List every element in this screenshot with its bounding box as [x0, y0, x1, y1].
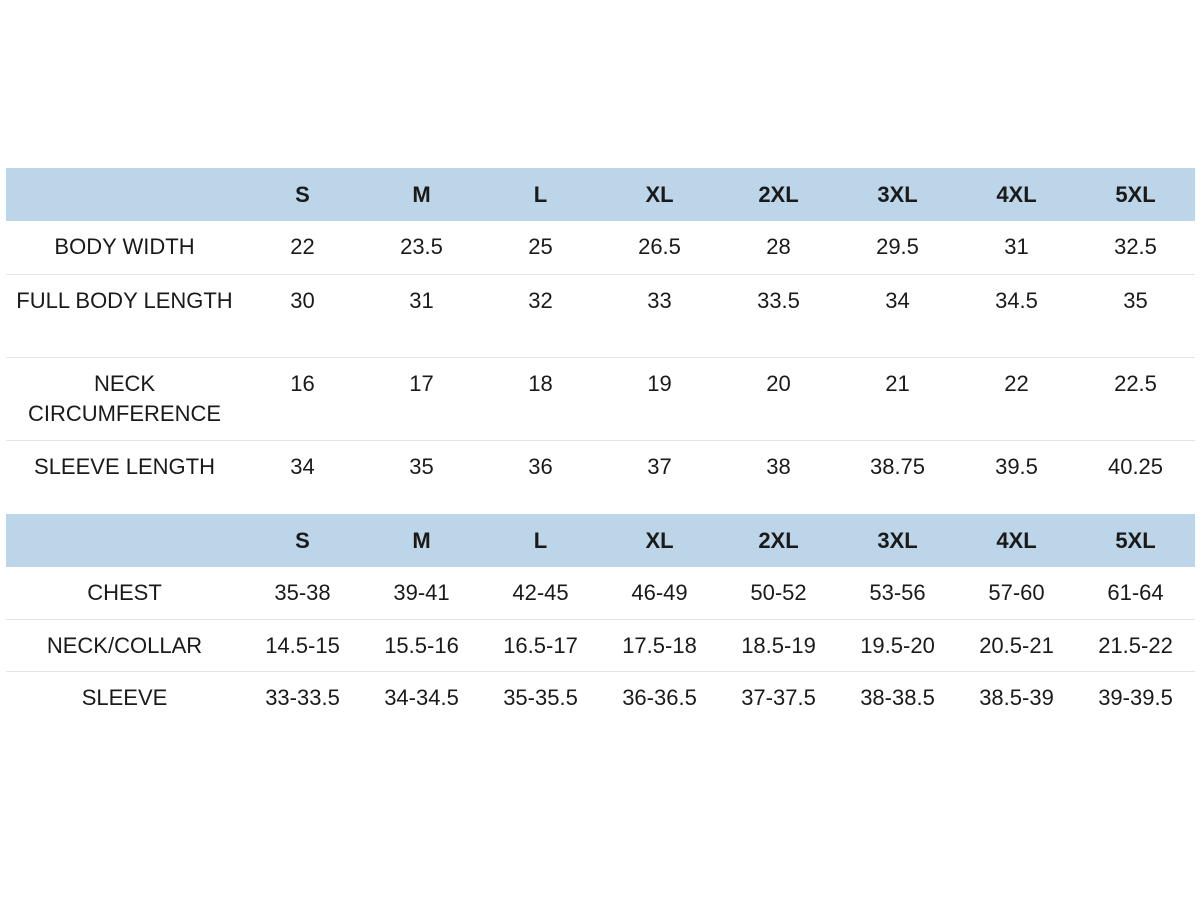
table-cell: 38	[766, 453, 791, 479]
table-cell: 38-38.5	[860, 684, 935, 710]
table-cell: 33.5	[719, 274, 838, 358]
size-header: 3XL	[838, 168, 957, 221]
size-header: XL	[600, 514, 719, 567]
size-header: 4XL	[957, 514, 1076, 567]
table-cell: 16	[243, 357, 362, 441]
table-cell: 37	[647, 453, 672, 479]
table-cell: 34.5	[957, 274, 1076, 358]
size-header: L	[481, 168, 600, 221]
table-cell: 35-38	[243, 567, 362, 620]
table-cell: 36	[528, 453, 553, 479]
table-cell: 32	[481, 274, 600, 358]
size-header: 2XL	[719, 514, 838, 567]
header-corner-cell	[6, 168, 243, 221]
table-cell: 22.5	[1076, 357, 1195, 441]
size-header: 3XL	[838, 514, 957, 567]
table-cell: 35	[409, 453, 434, 479]
table-cell: 38.75	[869, 453, 926, 479]
size-header-row: S M L XL 2XL 3XL 4XL 5XL	[6, 168, 1195, 221]
table-cell: 46-49	[600, 567, 719, 620]
table-cell: 22	[243, 221, 362, 275]
size-header: M	[362, 168, 481, 221]
table-cell: 33-33.5	[265, 684, 340, 710]
table-cell: 22	[957, 357, 1076, 441]
table-cell: 21.5-22	[1076, 619, 1195, 672]
table-cell: 32.5	[1076, 221, 1195, 275]
table-cell: 16.5-17	[481, 619, 600, 672]
table-cell: 31	[362, 274, 481, 358]
row-label: CHEST	[6, 567, 243, 620]
table-cell: 36-36.5	[622, 684, 697, 710]
table-cell: 17.5-18	[600, 619, 719, 672]
table-cell: 57-60	[957, 567, 1076, 620]
table-row: CHEST 35-38 39-41 42-45 46-49 50-52 53-5…	[6, 567, 1195, 620]
table-cell: 34-34.5	[384, 684, 459, 710]
table-row: FULL BODY LENGTH 30 31 32 33 33.5 34 34.…	[6, 274, 1195, 358]
table-row: BODY WIDTH 22 23.5 25 26.5 28 29.5 31 32…	[6, 221, 1195, 275]
size-header-row: S M L XL 2XL 3XL 4XL 5XL	[6, 514, 1195, 567]
size-header: S	[243, 168, 362, 221]
table-cell: 23.5	[362, 221, 481, 275]
table-cell: 53-56	[838, 567, 957, 620]
table-cell: 21	[838, 357, 957, 441]
table-cell: 34	[838, 274, 957, 358]
table-row: NECK/COLLAR 14.5-15 15.5-16 16.5-17 17.5…	[6, 619, 1195, 672]
table-cell: 35	[1076, 274, 1195, 358]
table-cell: 18.5-19	[719, 619, 838, 672]
size-header: S	[243, 514, 362, 567]
table-cell: 29.5	[838, 221, 957, 275]
size-header: 2XL	[719, 168, 838, 221]
table-cell: 17	[362, 357, 481, 441]
header-corner-cell	[6, 514, 243, 567]
size-header: M	[362, 514, 481, 567]
table-cell: 40.25	[1107, 453, 1164, 479]
table-cell: 33	[600, 274, 719, 358]
table-cell: 39.5	[995, 453, 1038, 479]
table-row: SLEEVE 33-33.5 34-34.5 35-35.5 36-36.5 3…	[6, 671, 1195, 723]
table-cell: 31	[957, 221, 1076, 275]
table-row: NECK CIRCUMFERENCE 16 17 18 19 20 21 22 …	[6, 357, 1195, 441]
table-cell: 26.5	[600, 221, 719, 275]
garment-measurements-table: S M L XL 2XL 3XL 4XL 5XL BODY WIDTH 22 2…	[6, 168, 1195, 493]
table-cell: 61-64	[1076, 567, 1195, 620]
size-header: L	[481, 514, 600, 567]
table-cell: 25	[481, 221, 600, 275]
table-cell: 50-52	[719, 567, 838, 620]
table-cell: 20.5-21	[957, 619, 1076, 672]
row-label: FULL BODY LENGTH	[6, 274, 243, 358]
table-cell: 28	[719, 221, 838, 275]
size-header: XL	[600, 168, 719, 221]
table-cell: 18	[481, 357, 600, 441]
body-fit-table: S M L XL 2XL 3XL 4XL 5XL CHEST 35-38 39-…	[6, 514, 1195, 723]
table-cell: 14.5-15	[243, 619, 362, 672]
row-label: BODY WIDTH	[6, 221, 243, 275]
row-label: NECK CIRCUMFERENCE	[6, 357, 243, 441]
table-cell: 37-37.5	[741, 684, 816, 710]
table-cell: 19	[600, 357, 719, 441]
table-cell: 30	[243, 274, 362, 358]
table-cell: 15.5-16	[362, 619, 481, 672]
size-header: 5XL	[1076, 514, 1195, 567]
table-cell: 19.5-20	[838, 619, 957, 672]
table-cell: 42-45	[481, 567, 600, 620]
table-cell: 38.5-39	[979, 684, 1054, 710]
table-row: SLEEVE LENGTH 34 35 36 37 38 38.75 39.5 …	[6, 440, 1195, 493]
row-label: SLEEVE	[81, 684, 168, 710]
table-cell: 34	[290, 453, 315, 479]
table-cell: 39-41	[362, 567, 481, 620]
table-cell: 20	[719, 357, 838, 441]
size-header: 4XL	[957, 168, 1076, 221]
table-cell: 35-35.5	[503, 684, 578, 710]
table-cell: 39-39.5	[1098, 684, 1173, 710]
row-label: NECK/COLLAR	[6, 619, 243, 672]
size-header: 5XL	[1076, 168, 1195, 221]
row-label: SLEEVE LENGTH	[34, 453, 215, 479]
